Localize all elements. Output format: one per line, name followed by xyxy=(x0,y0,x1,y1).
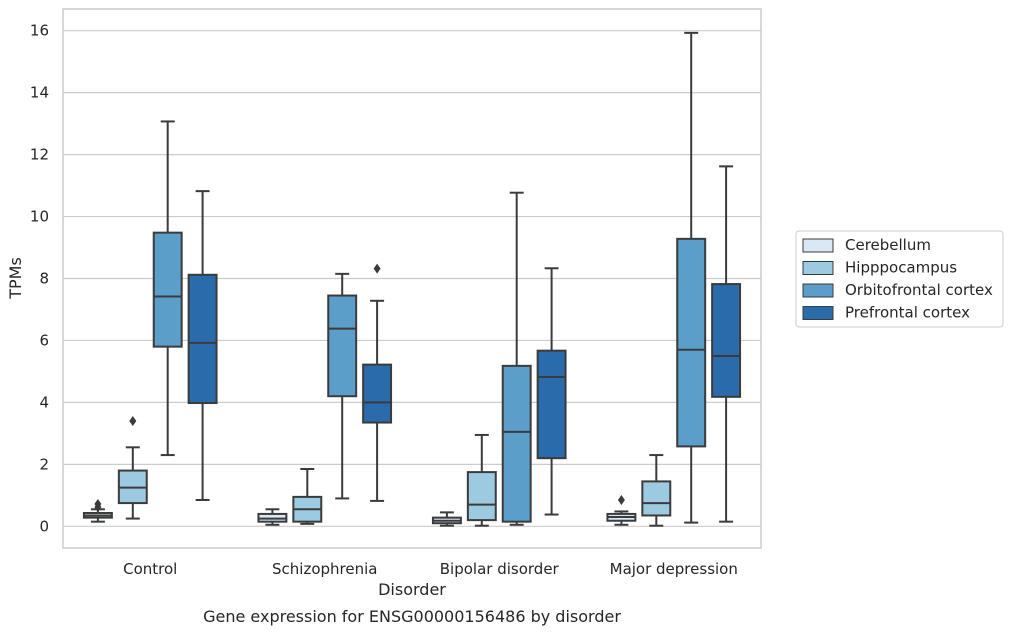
box-body xyxy=(327,294,358,398)
box-body xyxy=(676,237,707,448)
y-tick-label: 4 xyxy=(39,393,49,411)
legend-swatch xyxy=(802,238,834,253)
x-tick-label: Schizophrenia xyxy=(272,560,377,578)
x-tick-label: Major depression xyxy=(610,560,738,578)
box-cerebellum xyxy=(606,494,637,526)
box-body xyxy=(641,480,672,517)
box-hipppocampus xyxy=(117,415,148,520)
x-axis-label: Disorder xyxy=(378,580,446,599)
x-tick-labels: Control Schizophrenia Bipolar disorder Majo… xyxy=(123,560,738,578)
y-tick-label: 2 xyxy=(39,455,49,473)
legend-label: Orbitofrontal cortex xyxy=(845,281,993,299)
y-tick-label: 12 xyxy=(30,146,49,164)
y-tick-label: 8 xyxy=(39,270,49,288)
box-orbitofrontal-cortex xyxy=(676,31,707,524)
y-tick-labels: 0 2 4 6 8 10 12 14 16 xyxy=(30,22,49,536)
legend-label: Prefrontal cortex xyxy=(845,304,970,322)
box-body xyxy=(711,283,742,398)
outlier-point xyxy=(129,415,137,426)
box-body xyxy=(466,471,497,522)
legend-label: Hipppocampus xyxy=(845,259,957,277)
y-tick-label: 0 xyxy=(39,517,49,535)
legend-frame xyxy=(795,230,1004,328)
box-body xyxy=(362,363,393,424)
box-body xyxy=(187,273,218,405)
box-body xyxy=(536,349,567,460)
plot-frame xyxy=(62,8,762,549)
chart-caption: Gene expression for ENSG00000156486 by d… xyxy=(203,607,621,626)
box-series xyxy=(82,31,742,527)
box-cerebellum xyxy=(257,508,288,526)
box-body xyxy=(501,364,532,523)
outlier-point xyxy=(617,494,625,505)
legend-label: Cerebellum xyxy=(845,236,931,254)
box-orbitofrontal-cortex xyxy=(152,120,183,457)
legend-swatch xyxy=(802,283,834,298)
box-orbitofrontal-cortex xyxy=(327,272,358,500)
y-tick-label: 16 xyxy=(30,22,49,40)
box-cerebellum xyxy=(82,499,113,523)
box-prefrontal-cortex xyxy=(536,267,567,516)
box-hipppocampus xyxy=(466,433,497,527)
box-hipppocampus xyxy=(641,454,672,527)
outlier-point xyxy=(373,263,381,274)
box-cerebellum xyxy=(431,511,462,527)
y-axis-label: TPMs xyxy=(6,257,25,300)
legend-swatch xyxy=(802,306,834,320)
box-prefrontal-cortex xyxy=(711,165,742,523)
y-tick-label: 14 xyxy=(30,84,49,102)
x-tick-label: Bipolar disorder xyxy=(440,560,560,578)
box-hipppocampus xyxy=(292,468,323,525)
box-orbitofrontal-cortex xyxy=(501,191,532,526)
y-tick-label: 6 xyxy=(39,331,49,349)
legend: Cerebellum Hipppocampus Orbitofrontal cort… xyxy=(795,230,1004,328)
legend-swatch xyxy=(802,261,834,275)
box-prefrontal-cortex xyxy=(362,263,393,502)
box-prefrontal-cortex xyxy=(187,190,218,501)
outlier-point xyxy=(94,502,102,513)
x-tick-label: Control xyxy=(123,560,177,578)
y-tick-label: 10 xyxy=(30,208,49,226)
box-body xyxy=(152,231,183,348)
